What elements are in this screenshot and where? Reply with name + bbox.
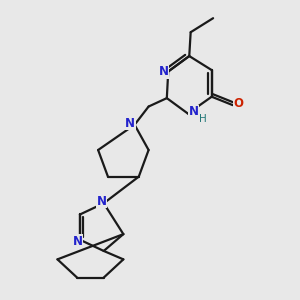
Text: O: O bbox=[233, 97, 243, 110]
Text: N: N bbox=[125, 117, 135, 130]
Text: N: N bbox=[73, 235, 83, 248]
Text: N: N bbox=[188, 105, 199, 119]
Text: N: N bbox=[159, 65, 169, 78]
Text: N: N bbox=[97, 194, 106, 208]
Text: H: H bbox=[199, 114, 206, 124]
